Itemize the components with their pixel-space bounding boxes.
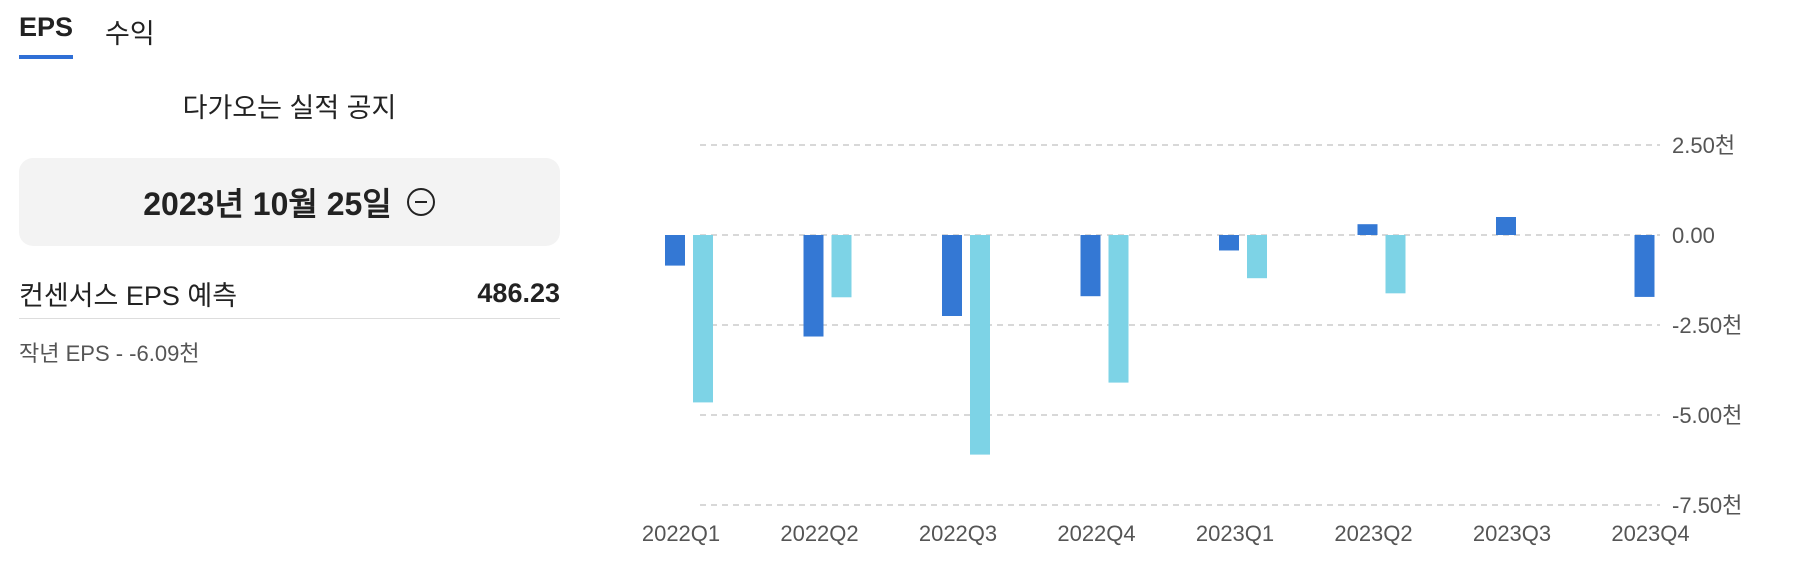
bar-actual[interactable] <box>1219 235 1239 251</box>
eps-bar-chart: 2.50천 0.00 -2.50천 -5.00천 -7.50천 2022Q1 2022Q2 2… <box>642 133 1743 546</box>
bar-actual[interactable] <box>1634 235 1655 297</box>
x-tick-label: 2022Q3 <box>919 521 997 546</box>
y-tick-label: 0.00 <box>1672 223 1715 248</box>
bar-estimate[interactable] <box>831 235 852 298</box>
y-tick-label: -2.50천 <box>1672 313 1742 338</box>
x-tick-label: 2023Q2 <box>1334 521 1412 546</box>
y-tick-label: -7.50천 <box>1672 493 1742 518</box>
tab-bar: EPS 수익 <box>19 12 155 59</box>
x-tick-label: 2022Q2 <box>780 521 858 546</box>
minus-circle-icon[interactable] <box>406 187 436 217</box>
bar-estimate[interactable] <box>1247 235 1267 279</box>
bar-actual[interactable] <box>803 235 824 337</box>
x-tick-label: 2023Q1 <box>1196 521 1274 546</box>
bar-actual[interactable] <box>942 235 962 316</box>
upcoming-earnings-title: 다가오는 실적 공지 <box>182 93 397 123</box>
bar-actual[interactable] <box>1357 224 1378 235</box>
bar-estimate[interactable] <box>693 235 713 403</box>
tab-eps[interactable]: EPS <box>19 12 74 59</box>
consensus-eps-value: 486.23 <box>477 277 560 308</box>
x-tick-label: 2023Q4 <box>1611 521 1689 546</box>
bar-estimate[interactable] <box>1108 235 1129 383</box>
x-tick-label: 2022Q1 <box>642 521 720 546</box>
bar-actual[interactable] <box>1496 217 1516 235</box>
earnings-date: 2023년 10월 25일 <box>143 186 392 222</box>
last-year-eps: 작년 EPS - -6.09천 <box>19 341 200 366</box>
consensus-eps-label: 컨센서스 EPS 예측 <box>19 280 238 311</box>
consensus-eps-row: 컨센서스 EPS 예측 486.23 <box>19 268 560 319</box>
y-tick-label: 2.50천 <box>1672 133 1735 158</box>
bar-estimate[interactable] <box>970 235 990 455</box>
bar-actual[interactable] <box>1080 235 1101 297</box>
tab-revenue[interactable]: 수익 <box>105 19 155 49</box>
earnings-date-box: 2023년 10월 25일 <box>19 158 560 246</box>
x-tick-label: 2023Q3 <box>1473 521 1551 546</box>
bar-estimate[interactable] <box>1385 235 1406 294</box>
bar-actual[interactable] <box>665 235 685 266</box>
x-tick-label: 2022Q4 <box>1057 521 1135 546</box>
y-tick-label: -5.00천 <box>1672 403 1742 428</box>
